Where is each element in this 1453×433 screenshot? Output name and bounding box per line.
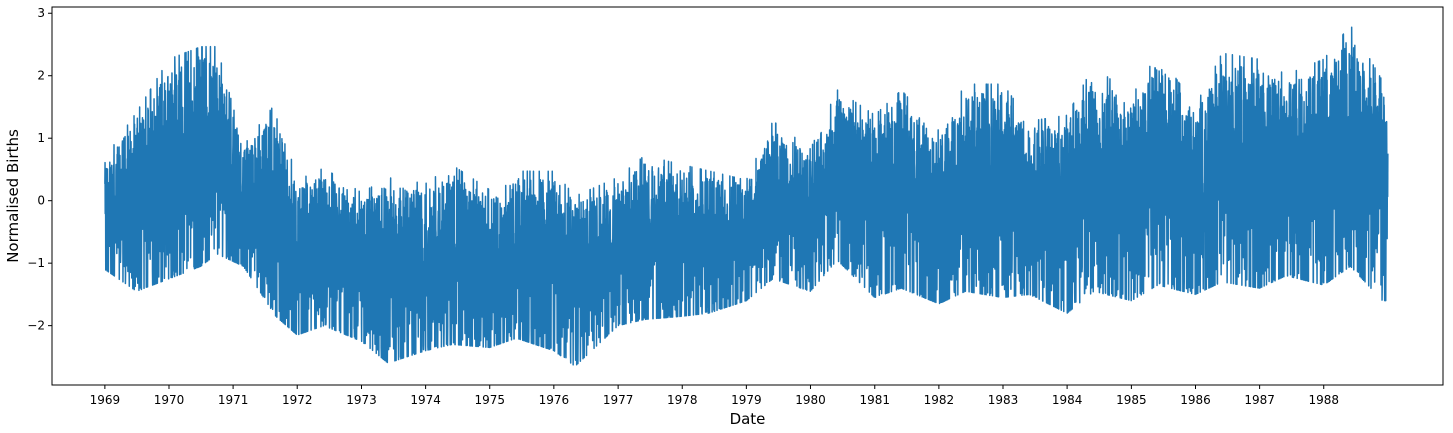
x-tick-label: 1976 bbox=[539, 393, 570, 407]
x-tick-label: 1970 bbox=[154, 393, 185, 407]
x-tick-label: 1981 bbox=[859, 393, 890, 407]
plot-frame bbox=[51, 6, 1444, 386]
x-tick-label: 1980 bbox=[795, 393, 826, 407]
y-tick-label: 0 bbox=[37, 194, 45, 208]
x-tick-label: 1972 bbox=[282, 393, 313, 407]
x-tick-label: 1974 bbox=[410, 393, 441, 407]
x-tick-label: 1983 bbox=[988, 393, 1019, 407]
x-tick-label: 1986 bbox=[1180, 393, 1211, 407]
x-tick-label: 1975 bbox=[474, 393, 505, 407]
y-tick-label: 1 bbox=[37, 131, 45, 145]
y-tick-label: −2 bbox=[27, 319, 45, 333]
y-axis-label: Normalised Births bbox=[4, 129, 22, 263]
x-tick-label: 1969 bbox=[90, 393, 121, 407]
x-tick-label: 1984 bbox=[1052, 393, 1083, 407]
x-axis-label: Date bbox=[730, 410, 766, 428]
series-line bbox=[104, 26, 1389, 366]
x-tick-label: 1971 bbox=[218, 393, 249, 407]
series-layer bbox=[104, 26, 1389, 366]
x-tick-label: 1987 bbox=[1244, 393, 1275, 407]
x-tick-label: 1979 bbox=[731, 393, 762, 407]
x-axis: 1969 1970 1971 1972 1973 1974 1975 1976 1977 1978… bbox=[90, 385, 1339, 407]
x-tick-label: 1982 bbox=[924, 393, 955, 407]
y-axis: −2 −1 0 1 2 3 bbox=[27, 6, 52, 333]
y-tick-label: −1 bbox=[27, 256, 45, 270]
y-tick-label: 3 bbox=[37, 6, 45, 20]
y-tick-label: 2 bbox=[37, 69, 45, 83]
x-tick-label: 1988 bbox=[1308, 393, 1339, 407]
x-tick-label: 1977 bbox=[603, 393, 634, 407]
x-tick-label: 1978 bbox=[667, 393, 698, 407]
x-tick-label: 1985 bbox=[1116, 393, 1147, 407]
x-tick-label: 1973 bbox=[346, 393, 377, 407]
